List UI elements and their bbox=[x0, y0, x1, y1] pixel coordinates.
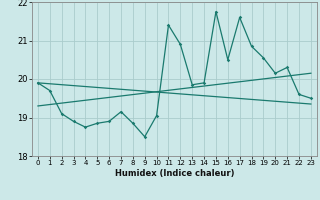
X-axis label: Humidex (Indice chaleur): Humidex (Indice chaleur) bbox=[115, 169, 234, 178]
